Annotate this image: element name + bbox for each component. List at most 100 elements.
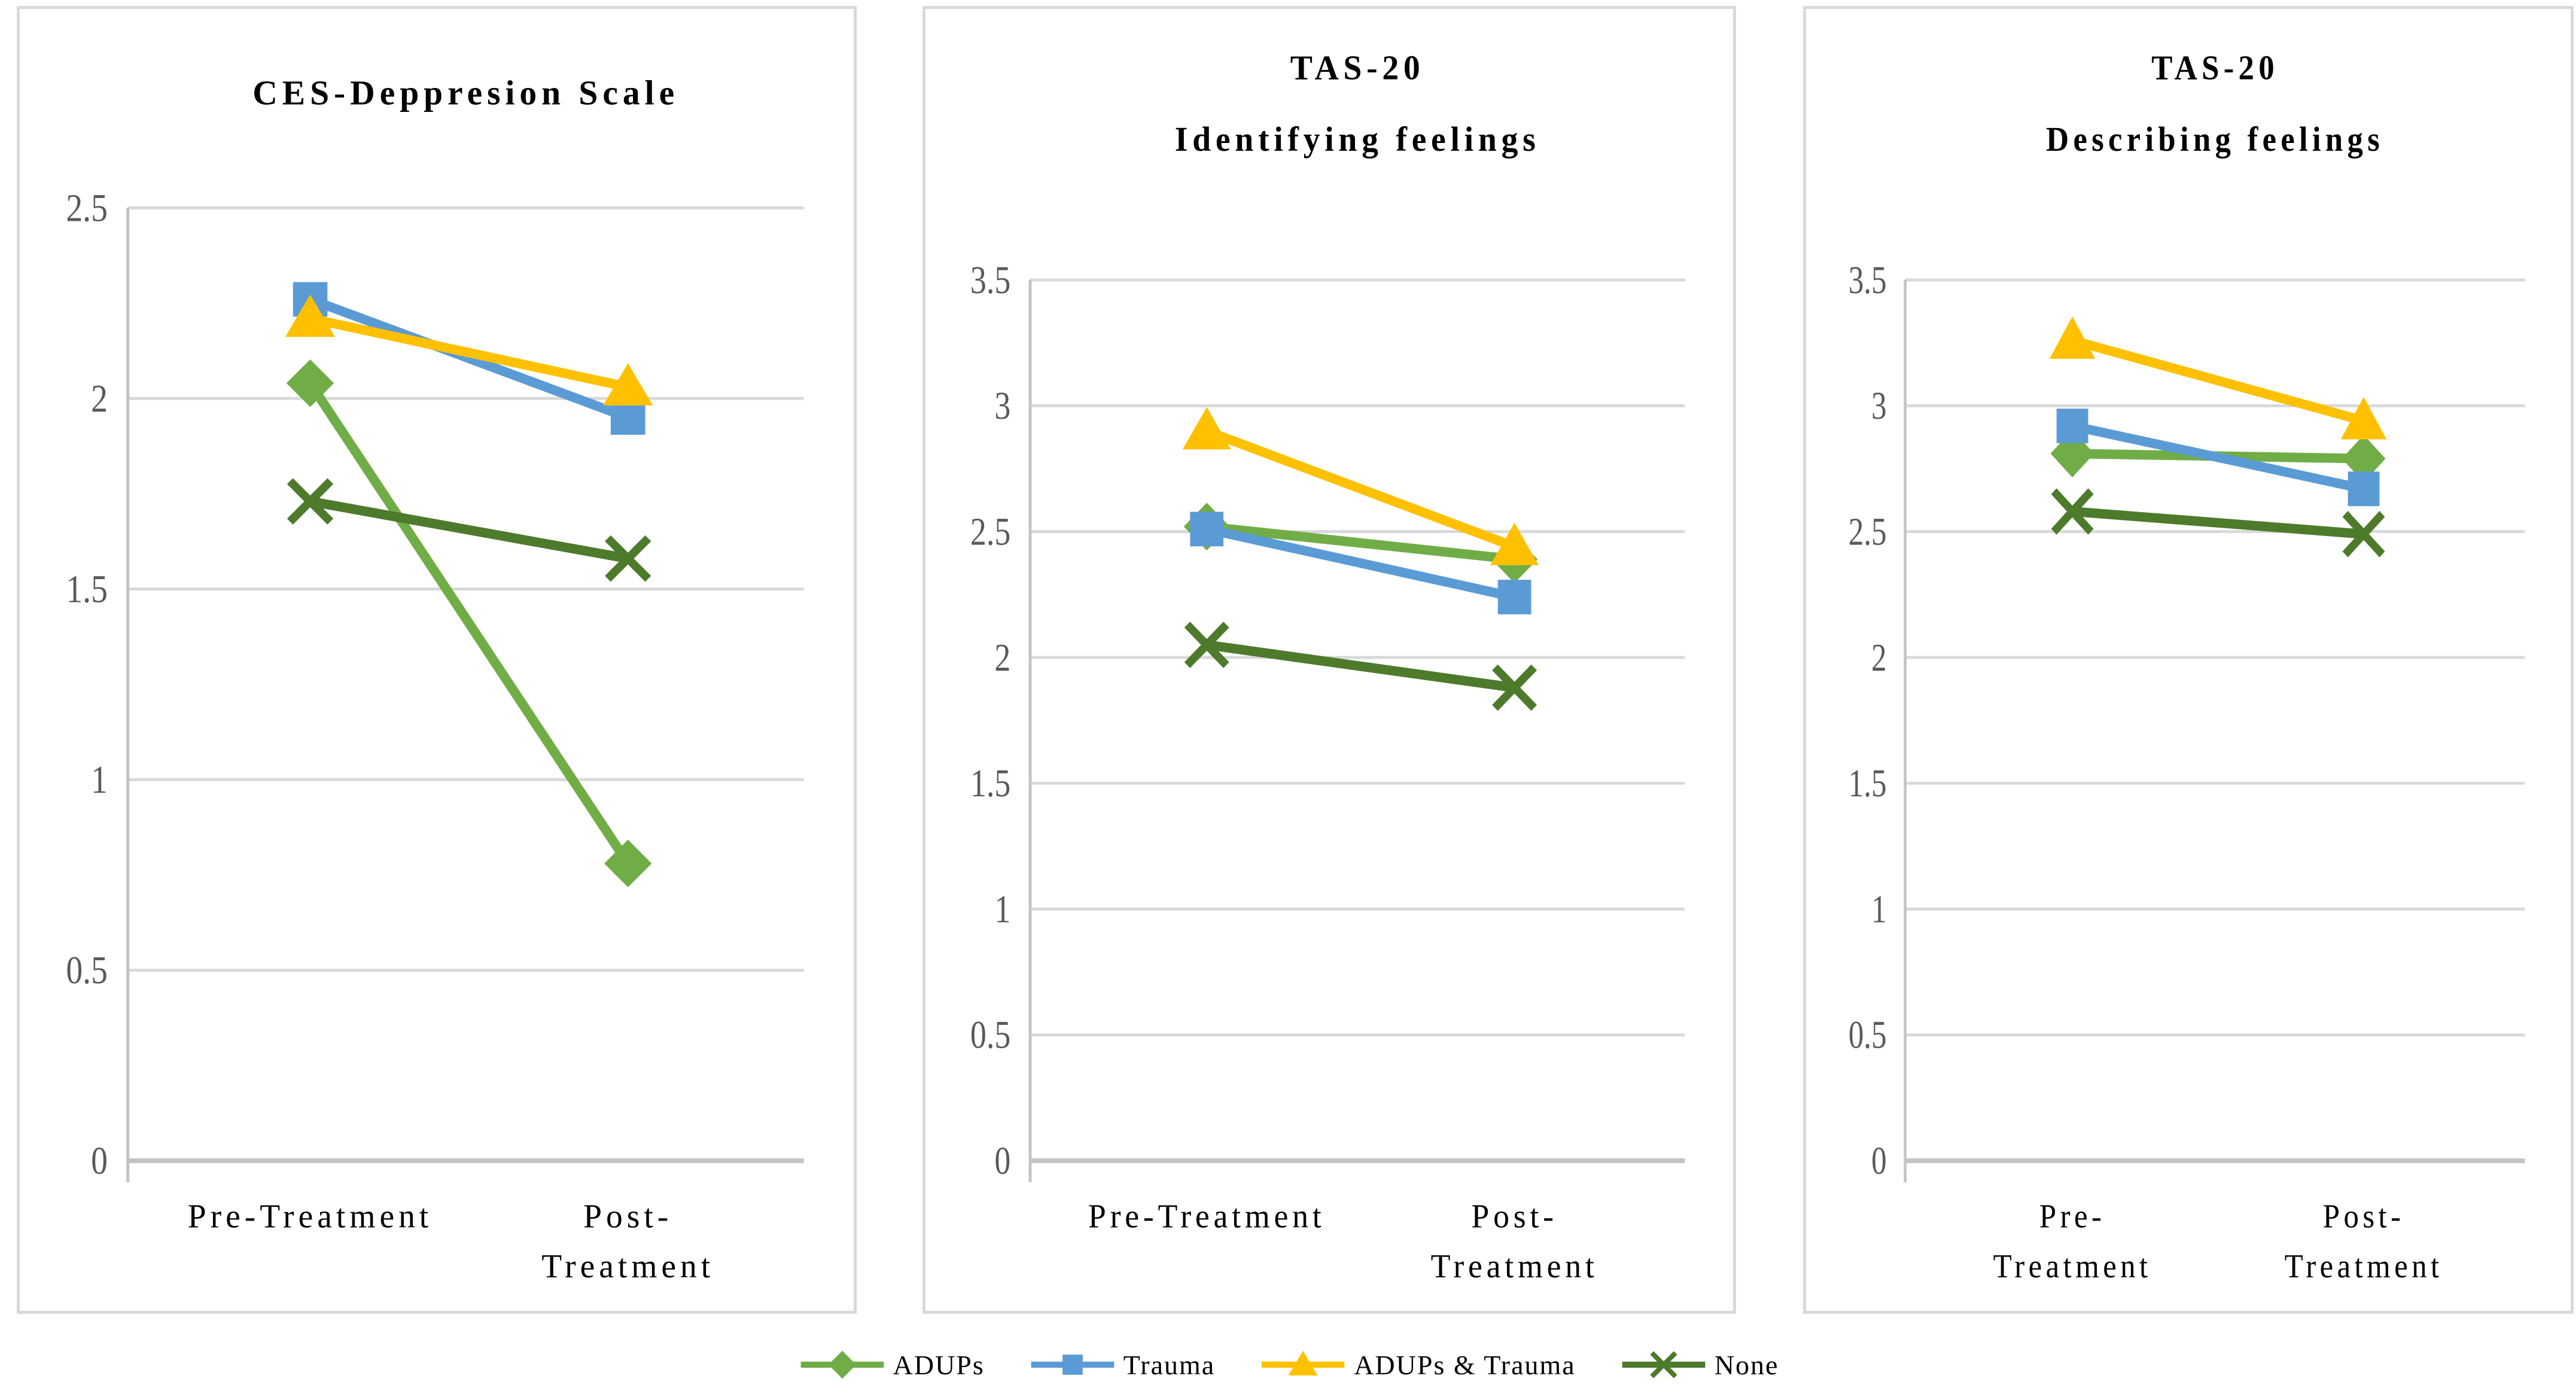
y-tick-label: 3 <box>1871 384 1887 428</box>
series-adups-trauma <box>1182 407 1539 565</box>
series-adups <box>1183 503 1538 583</box>
series-adups-trauma <box>285 294 653 406</box>
series-marker-adups-pre <box>286 359 334 407</box>
series-line-none <box>2072 506 2364 539</box>
series-line-none <box>1206 640 1515 693</box>
series-marker-adups-trauma-post <box>1490 522 1539 565</box>
series-line-none <box>309 497 629 564</box>
y-tick-label: 2.5 <box>1849 510 1887 553</box>
series-marker-trauma-post <box>2347 471 2380 506</box>
x-marker-icon <box>1622 1351 1706 1378</box>
y-tick-label: 3.5 <box>970 258 1010 302</box>
series-none <box>287 478 651 582</box>
y-tick-label: 2 <box>91 378 108 421</box>
legend-triangle-marker <box>1288 1350 1318 1376</box>
x-category-label: Treatment <box>541 1248 714 1285</box>
y-tick-label: 1.5 <box>970 762 1010 805</box>
series-marker-none-post <box>605 535 651 582</box>
y-tick-label: 0 <box>994 1139 1010 1183</box>
series-line-trauma <box>308 294 630 422</box>
series-trauma <box>1190 512 1531 614</box>
series-marker-adups-post <box>2341 434 2386 483</box>
series-marker-adups-trauma-pre <box>285 294 336 337</box>
legend-item-adups-trauma[interactable]: ADUPs & Trauma <box>1258 1345 1576 1384</box>
y-tick-label: 0 <box>1871 1139 1887 1183</box>
series-marker-none-post <box>2342 510 2385 558</box>
series-marker-none-post <box>1492 664 1537 711</box>
x-category-label: Treatment <box>1431 1247 1598 1285</box>
chart-svg-tas20-identifying-feelings: TAS-20 Identifying feelings 0 0.5 1 1.5 2 2.5 3 3… <box>970 49 1685 1285</box>
x-category-label: Treatment <box>2285 1247 2443 1285</box>
series-none <box>1184 622 1537 711</box>
diamond-marker-icon <box>800 1350 884 1379</box>
chart-title: TAS-20 <box>1290 49 1425 87</box>
series-trauma <box>2056 409 2380 506</box>
series-none <box>2051 488 2385 558</box>
chart-title: TAS-20 <box>2151 48 2279 87</box>
y-tick-label: 1 <box>1871 887 1887 931</box>
y-tick-label: 0.5 <box>1849 1013 1887 1057</box>
series-marker-trauma-post <box>1497 580 1531 614</box>
legend-item-label: Trauma <box>1123 1349 1216 1380</box>
legend-x-marker <box>1650 1351 1677 1378</box>
square-marker-icon <box>1031 1355 1115 1375</box>
series-line-adups-trauma <box>1205 426 1517 552</box>
legend-item-trauma[interactable]: Trauma <box>1028 1345 1215 1384</box>
x-category-label: Post- <box>2323 1198 2405 1235</box>
series-marker-trauma-pre <box>1190 512 1224 547</box>
chart-title: CES-Deppresion Scale <box>252 74 679 112</box>
y-tick-label: 0.5 <box>66 949 108 992</box>
series-marker-trauma-post <box>610 400 645 435</box>
legend-item-adups[interactable]: ADUPs <box>797 1345 985 1384</box>
legend-square-marker <box>1062 1355 1083 1375</box>
chart-svg-tas20-describing-feelings: TAS-20 Describing feelings 0 0.5 1 1.5 2 2.5 3 3.… <box>1849 48 2525 1285</box>
series-marker-trauma-pre <box>2056 409 2088 443</box>
x-category-label: Pre-Treatment <box>188 1198 433 1235</box>
series-line-adups-trauma <box>2071 336 2365 426</box>
legend-item-none[interactable]: None <box>1619 1345 1779 1384</box>
y-tick-label: 3.5 <box>1849 258 1887 302</box>
series-line-adups-trauma <box>309 314 629 392</box>
y-tick-label: 1.5 <box>1849 762 1887 805</box>
chart-title: Identifying feelings <box>1175 120 1540 159</box>
y-tick-label: 1 <box>91 759 108 802</box>
series-adups <box>286 359 652 888</box>
x-category-label: Post- <box>1471 1198 1557 1235</box>
y-tick-label: 2 <box>1871 636 1887 680</box>
x-category-label: Pre- <box>2039 1198 2105 1235</box>
chart-panel-ces-depression-scale: CES-Deppresion Scale 0 0.5 1 1.5 2 2.5 Pre-Trea… <box>17 6 857 1314</box>
y-tick-label: 0.5 <box>970 1013 1010 1057</box>
series-line-trauma <box>1205 524 1516 602</box>
x-category-label: Pre-Treatment <box>1088 1198 1326 1235</box>
y-tick-label: 2.5 <box>66 187 108 230</box>
legend-item-label: ADUPs <box>893 1349 985 1380</box>
y-tick-label: 2.5 <box>970 510 1010 554</box>
series-marker-none-pre <box>2051 488 2094 535</box>
y-tick-label: 3 <box>994 384 1010 428</box>
y-tick-label: 2 <box>994 636 1010 680</box>
series-marker-none-pre <box>287 478 334 525</box>
chart-title: Describing feelings <box>2046 120 2384 159</box>
legend-item-label: ADUPs & Trauma <box>1354 1349 1576 1380</box>
y-tick-label: 1 <box>994 887 1010 931</box>
legend-item-label: None <box>1714 1349 1779 1380</box>
series-marker-adups-trauma-pre <box>2049 316 2096 359</box>
chart-panel-tas20-identifying-feelings: TAS-20 Identifying feelings 0 0.5 1 1.5 2 2.5 3 3… <box>922 6 1736 1314</box>
series-adups-trauma <box>2049 316 2387 440</box>
series-line-adups <box>1206 522 1515 564</box>
legend-diamond-marker <box>828 1350 856 1379</box>
chart-panel-tas20-describing-feelings: TAS-20 Describing feelings 0 0.5 1 1.5 2 2.5 3 3.… <box>1803 6 2574 1314</box>
series-marker-adups-trauma-pre <box>1182 407 1231 450</box>
series-line-adups <box>306 381 632 866</box>
chart-legend: ADUPs Trauma ADUPs & Trauma None <box>0 1345 2576 1384</box>
x-category-label: Post- <box>583 1198 672 1235</box>
y-tick-label: 1.5 <box>66 568 108 611</box>
series-marker-adups-trauma-post <box>603 363 653 406</box>
series-marker-adups-trauma-post <box>2340 397 2387 440</box>
x-category-label: Treatment <box>1993 1247 2152 1285</box>
triangle-marker-icon <box>1261 1350 1345 1376</box>
series-line-trauma <box>2071 421 2365 494</box>
series-trauma <box>293 282 645 435</box>
series-marker-none-pre <box>1184 622 1229 668</box>
y-tick-label: 0 <box>91 1140 108 1183</box>
